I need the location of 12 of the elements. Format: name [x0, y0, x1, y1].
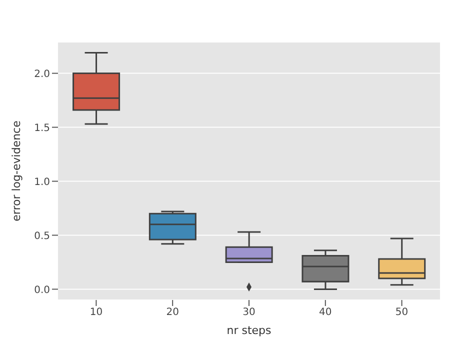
x-tick-label: 10 — [90, 307, 103, 318]
y-tick-label: 1.0 — [34, 176, 50, 188]
x-tick-label: 30 — [242, 307, 256, 318]
x-axis-title: nr steps — [226, 324, 272, 337]
y-tick-label: 0.0 — [34, 284, 50, 296]
y-tick-label: 0.5 — [34, 230, 50, 242]
y-tick-label: 1.5 — [34, 122, 50, 134]
x-tick-label: 20 — [166, 307, 179, 318]
y-axis-title: error log-evidence — [10, 120, 23, 222]
x-tick-label: 40 — [319, 307, 332, 318]
x-tick-label: 50 — [395, 307, 408, 318]
y-tick-label: 2.0 — [34, 68, 50, 80]
